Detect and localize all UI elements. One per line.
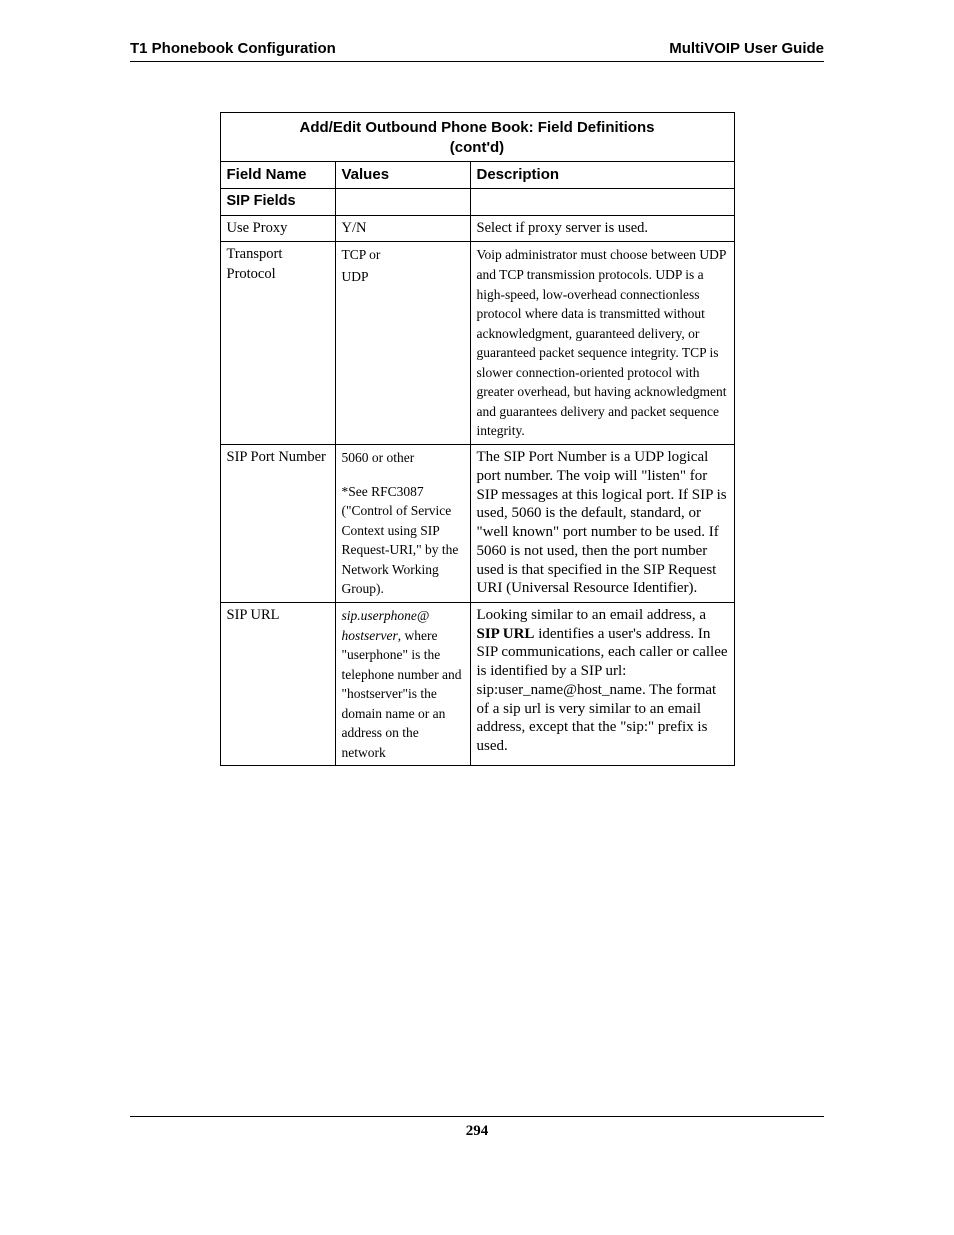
header-left: T1 Phonebook Configuration	[130, 40, 336, 57]
page-header: T1 Phonebook Configuration MultiVOIP Use…	[130, 40, 824, 62]
sip-fields-label: SIP Fields	[220, 189, 335, 216]
sip-fields-desc-empty	[470, 189, 734, 216]
page-footer: 294	[130, 1116, 824, 1140]
transport-values-l2: UDP	[342, 267, 464, 287]
sip-url-desc-post: identifies a user's address. In SIP comm…	[477, 626, 728, 755]
sip-url-values: sip.userphone@ hostserver, where "userph…	[335, 602, 470, 766]
col-description: Description	[470, 162, 734, 189]
col-values: Values	[335, 162, 470, 189]
sip-url-row: SIP URL sip.userphone@ hostserver, where…	[220, 602, 734, 766]
sip-port-values-l1: 5060 or other	[342, 448, 464, 468]
header-right: MultiVOIP User Guide	[669, 40, 824, 57]
field-definitions-table: Add/Edit Outbound Phone Book: Field Defi…	[220, 112, 735, 766]
sip-port-row: SIP Port Number 5060 or other *See RFC30…	[220, 445, 734, 603]
sip-url-desc-bold: SIP URL	[477, 626, 535, 642]
col-field-name: Field Name	[220, 162, 335, 189]
sip-port-values-l2: *See RFC3087 ("Control of Service Contex…	[342, 482, 464, 599]
sip-port-field: SIP Port Number	[220, 445, 335, 603]
sip-url-values-italic2: hostserver	[342, 628, 398, 643]
table-title: Add/Edit Outbound Phone Book: Field Defi…	[220, 113, 734, 162]
transport-values-l1: TCP or	[342, 245, 464, 265]
use-proxy-row: Use Proxy Y/N Select if proxy server is …	[220, 215, 734, 242]
transport-protocol-field: Transport Protocol	[220, 242, 335, 445]
table-title-row: Add/Edit Outbound Phone Book: Field Defi…	[220, 113, 734, 162]
sip-port-values: 5060 or other *See RFC3087 ("Control of …	[335, 445, 470, 603]
table-title-line2: (cont'd)	[450, 139, 504, 156]
transport-protocol-values: TCP or UDP	[335, 242, 470, 445]
sip-fields-values-empty	[335, 189, 470, 216]
sip-url-desc: Looking similar to an email address, a S…	[470, 602, 734, 766]
transport-protocol-desc: Voip administrator must choose between U…	[470, 242, 734, 445]
sip-url-desc-pre: Looking similar to an email address, a	[477, 607, 707, 623]
sip-fields-row: SIP Fields	[220, 189, 734, 216]
sip-url-values-rest: , where "userphone" is the telephone num…	[342, 628, 462, 760]
sip-port-desc: The SIP Port Number is a UDP logical por…	[470, 445, 734, 603]
sip-url-values-italic1: sip.userphone@	[342, 608, 430, 623]
table-title-line1: Add/Edit Outbound Phone Book: Field Defi…	[300, 119, 655, 136]
field-definitions-table-wrap: Add/Edit Outbound Phone Book: Field Defi…	[220, 112, 735, 766]
transport-protocol-row: Transport Protocol TCP or UDP Voip admin…	[220, 242, 734, 445]
use-proxy-desc: Select if proxy server is used.	[470, 215, 734, 242]
use-proxy-field: Use Proxy	[220, 215, 335, 242]
sip-url-field: SIP URL	[220, 602, 335, 766]
table-header-row: Field Name Values Description	[220, 162, 734, 189]
page-number: 294	[466, 1123, 489, 1139]
use-proxy-values: Y/N	[335, 215, 470, 242]
